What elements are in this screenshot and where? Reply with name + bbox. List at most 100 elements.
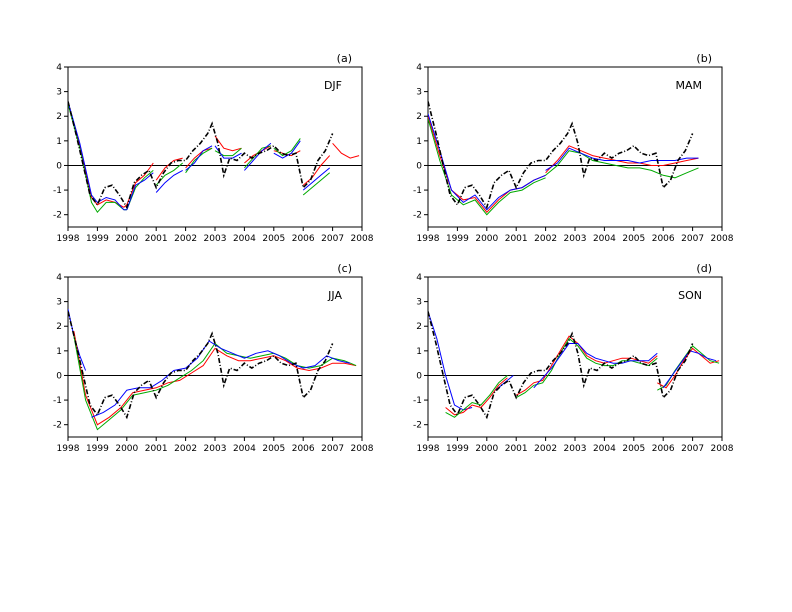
x-tick-label: 1998 (57, 234, 80, 244)
x-tick-label: 2005 (262, 444, 285, 454)
x-tick-label: 2006 (652, 444, 675, 454)
x-tick-label: 2000 (475, 444, 498, 454)
forecast-line (244, 142, 272, 171)
forecast-line (515, 337, 658, 399)
y-tick-label: -2 (413, 421, 422, 431)
panel-2: 1998 1999 2000 2001 2002 2003 2004 2005 2006 2007… (413, 52, 734, 244)
forecast-line (214, 147, 242, 157)
forecast-line (332, 142, 360, 159)
forecast-line (91, 340, 351, 418)
x-tick-label: 2004 (233, 234, 256, 244)
x-tick-label: 2000 (115, 444, 138, 454)
x-tick-label: 2000 (115, 234, 138, 244)
x-tick-label: 2008 (711, 444, 734, 454)
x-tick-label: 2004 (233, 444, 256, 454)
x-tick-label: 2005 (622, 234, 645, 244)
forecast-line (302, 155, 331, 186)
y-tick-label: -1 (53, 186, 62, 196)
y-tick-label: 1 (416, 137, 422, 147)
y-tick-label: -2 (413, 211, 422, 221)
y-tick-label: 2 (56, 322, 62, 332)
forecast-line (428, 311, 473, 411)
x-tick-label: 2008 (351, 234, 374, 244)
forecast-line (445, 375, 508, 418)
x-tick-label: 1998 (57, 444, 80, 454)
x-tick-label: 2003 (564, 444, 587, 454)
y-tick-label: 3 (56, 88, 62, 98)
data-lines (428, 311, 720, 420)
y-tick-label: -1 (413, 186, 422, 196)
x-tick-label: 2004 (593, 234, 616, 244)
x-tick-label: 1999 (446, 444, 469, 454)
forecast-line (126, 172, 154, 210)
forecast-line (533, 343, 658, 389)
observed-line (428, 311, 694, 420)
x-tick-label: 1998 (417, 444, 440, 454)
panel-label: (c) (337, 262, 352, 275)
forecast-line (214, 135, 242, 152)
forecast-line (185, 147, 213, 169)
x-tick-label: 2002 (174, 444, 197, 454)
season-label: JJA (327, 289, 342, 302)
panel-label: (a) (337, 52, 352, 65)
y-tick-label: 3 (416, 298, 422, 308)
x-tick-label: 2008 (351, 444, 374, 454)
y-tick-label: 0 (56, 371, 62, 381)
panel-label: (b) (696, 52, 712, 65)
forecast-line (428, 113, 546, 211)
panel-label: (d) (696, 262, 712, 275)
x-tick-label: 2001 (505, 444, 528, 454)
plot-frame (67, 276, 363, 438)
x-tick-label: 2008 (711, 234, 734, 244)
forecast-line (155, 169, 183, 193)
x-tick-label: 2005 (622, 444, 645, 454)
observed-line (68, 101, 334, 210)
forecast-line (515, 335, 658, 396)
forecast-line (428, 118, 546, 216)
x-tick-label: 2000 (475, 234, 498, 244)
y-tick-label: 2 (56, 112, 62, 122)
y-tick-label: 1 (56, 137, 62, 147)
y-tick-label: 4 (56, 273, 62, 283)
observed-line (68, 311, 334, 420)
x-tick-label: 2003 (204, 444, 227, 454)
season-label: MAM (675, 79, 702, 92)
y-tick-label: -1 (413, 396, 422, 406)
y-tick-label: 3 (56, 298, 62, 308)
panel-1: 1998 1999 2000 2001 2002 2003 2004 2005 2006 2007… (53, 52, 374, 244)
data-lines (428, 101, 699, 216)
x-tick-label: 2001 (145, 234, 168, 244)
season-label: DJF (324, 79, 342, 92)
forecast-line (68, 101, 128, 208)
x-tick-label: 2001 (505, 234, 528, 244)
forecast-line (185, 147, 213, 174)
x-tick-label: 1998 (417, 234, 440, 244)
y-tick-label: 4 (416, 63, 422, 73)
forecast-line (545, 145, 699, 174)
x-tick-label: 2007 (681, 234, 704, 244)
forecast-line (302, 167, 331, 191)
x-tick-label: 1999 (86, 444, 109, 454)
panel-4: 1998 1999 2000 2001 2002 2003 2004 2005 2006 2007… (413, 262, 734, 454)
y-tick-label: -1 (53, 396, 62, 406)
forecast-line (68, 103, 127, 214)
x-tick-label: 1999 (446, 234, 469, 244)
forecast-line (545, 147, 699, 171)
forecast-line (273, 138, 301, 157)
forecast-line (545, 150, 699, 179)
y-tick-label: -2 (53, 421, 62, 431)
y-tick-label: 1 (416, 347, 422, 357)
season-label: SON (678, 289, 702, 302)
y-tick-label: 0 (416, 161, 422, 171)
data-lines (68, 101, 360, 214)
x-tick-label: 2006 (652, 234, 675, 244)
forecast-line (662, 350, 717, 389)
forecast-line (68, 308, 87, 371)
x-tick-label: 2004 (593, 444, 616, 454)
forecast-line (445, 377, 508, 416)
y-tick-label: 2 (416, 112, 422, 122)
x-tick-label: 2002 (534, 234, 557, 244)
y-tick-label: 0 (56, 161, 62, 171)
x-tick-label: 2003 (564, 234, 587, 244)
